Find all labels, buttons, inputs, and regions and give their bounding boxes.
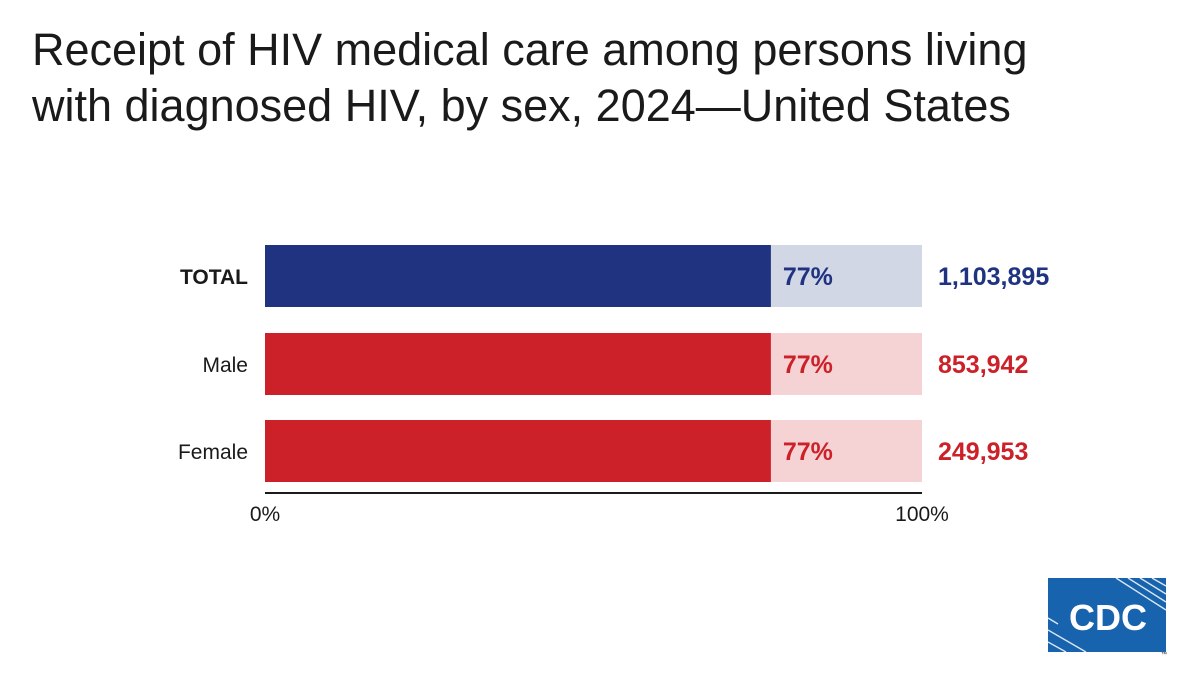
- data-label: 77%: [783, 263, 833, 291]
- category-label: TOTAL: [180, 266, 248, 289]
- total-label: 1,103,895: [938, 263, 1049, 291]
- bar: [265, 333, 771, 395]
- chart-title: Receipt of HIV medical care among person…: [32, 22, 1182, 134]
- logo-trademark: ™: [1161, 651, 1167, 656]
- cdc-logo-icon: CDC ™: [1048, 578, 1167, 656]
- x-tick-label: 100%: [895, 503, 949, 526]
- bar: [265, 420, 771, 482]
- category-label: Male: [202, 354, 248, 377]
- total-label: 853,942: [938, 351, 1028, 379]
- x-tick-label: 0%: [250, 503, 280, 526]
- data-label: 77%: [783, 351, 833, 379]
- category-label: Female: [178, 441, 248, 464]
- total-label: 249,953: [938, 438, 1028, 466]
- logo-text: CDC: [1069, 597, 1147, 638]
- data-label: 77%: [783, 438, 833, 466]
- bar: [265, 245, 771, 307]
- chart-title-line-1: Receipt of HIV medical care among person…: [32, 24, 1028, 75]
- chart-title-line-2: with diagnosed HIV, by sex, 2024—United …: [32, 80, 1011, 131]
